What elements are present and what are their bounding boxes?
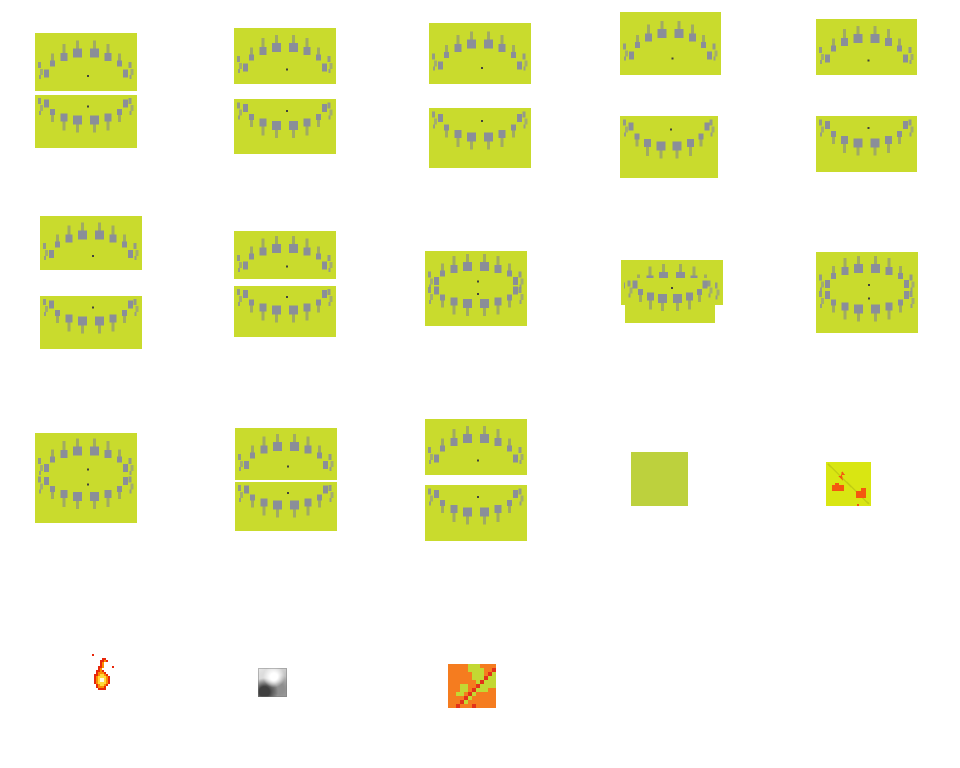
- upper-arch-graphic: [819, 26, 914, 64]
- full-mouth-graphic: [819, 256, 915, 322]
- marked-tile-graphic: [827, 463, 870, 506]
- lower-arch-graphic: [38, 98, 134, 133]
- sprite-lower-arch-r1c3-lower: [429, 108, 531, 168]
- sprite-lower-arch-r2c1-lower: [40, 296, 142, 349]
- lower-arch-graphic: [819, 119, 914, 156]
- upper-arch-graphic: [237, 236, 333, 272]
- upper-arch-graphic: [623, 21, 718, 61]
- sprite-upper-arch-r1c1-upper: [35, 33, 137, 91]
- sprite-full-mouth-r3c1-full: [35, 433, 137, 523]
- sprite-upper-arch-r2c1-upper: [40, 216, 142, 270]
- lower-arch-graphic: [237, 102, 333, 138]
- upper-arch-graphic: [238, 434, 334, 471]
- lower-arch-graphic: [237, 289, 333, 323]
- sprite-upper-arch-r3c3-upper: [425, 419, 527, 475]
- sprite-lower-arch-r3c2-lower: [235, 482, 337, 531]
- sprite-upper-arch-r3c2-upper: [235, 428, 337, 480]
- full-mouth-graphic: [428, 254, 524, 316]
- upper-arch-graphic: [432, 31, 528, 71]
- lower-arch-graphic: [432, 111, 528, 150]
- upper-arch-graphic: [38, 40, 134, 79]
- orange-stairs-chart-icon: [448, 664, 496, 708]
- upper-arch-graphic: [43, 222, 139, 260]
- sprite-upper-arch-r1c5-upper: [816, 19, 917, 75]
- fireball-icon-graphic: [92, 654, 114, 690]
- lower-arch-graphic: [622, 119, 715, 159]
- sprite-full-mouth-r2c3-full: [425, 251, 527, 326]
- sprite-blank-tile-r3c4-blank: [631, 452, 688, 506]
- sprite-upper-arch-r1c2-upper: [234, 28, 336, 84]
- sprite-upper-arch-r2c2-upper: [234, 231, 336, 279]
- lower-arch-graphic: [43, 299, 139, 334]
- sprite-lower-arch-r1c4-lower: [620, 116, 718, 178]
- sprite-lower-arch-r2c4-lower: [625, 278, 715, 323]
- sprite-marked-tile-r3c5-marked: [826, 462, 871, 506]
- sprite-lower-arch-r1c1-lower: [35, 95, 137, 148]
- sprite-full-mouth-r2c5-full: [816, 252, 918, 333]
- orange-stairs-chart-icon-graphic: [448, 664, 496, 708]
- lower-arch-graphic: [428, 488, 524, 525]
- upper-arch-graphic: [237, 35, 333, 73]
- lower-arch-graphic: [238, 484, 334, 518]
- fireball-icon: [92, 654, 114, 694]
- lower-arch-graphic: [627, 280, 713, 312]
- full-mouth-graphic: [38, 438, 134, 510]
- upper-arch-graphic: [428, 426, 524, 464]
- sprite-lower-arch-r1c2-lower: [234, 99, 336, 154]
- sprite-upper-arch-r1c3-upper: [429, 23, 531, 84]
- sprite-lower-arch-r1c5-lower: [816, 116, 917, 172]
- sprite-lower-arch-r2c2-lower: [234, 286, 336, 337]
- sprite-lower-arch-r3c3-lower: [425, 485, 527, 541]
- sprite-upper-arch-r1c4-upper: [620, 12, 721, 75]
- grayscale-thumbnail-icon: [258, 668, 287, 697]
